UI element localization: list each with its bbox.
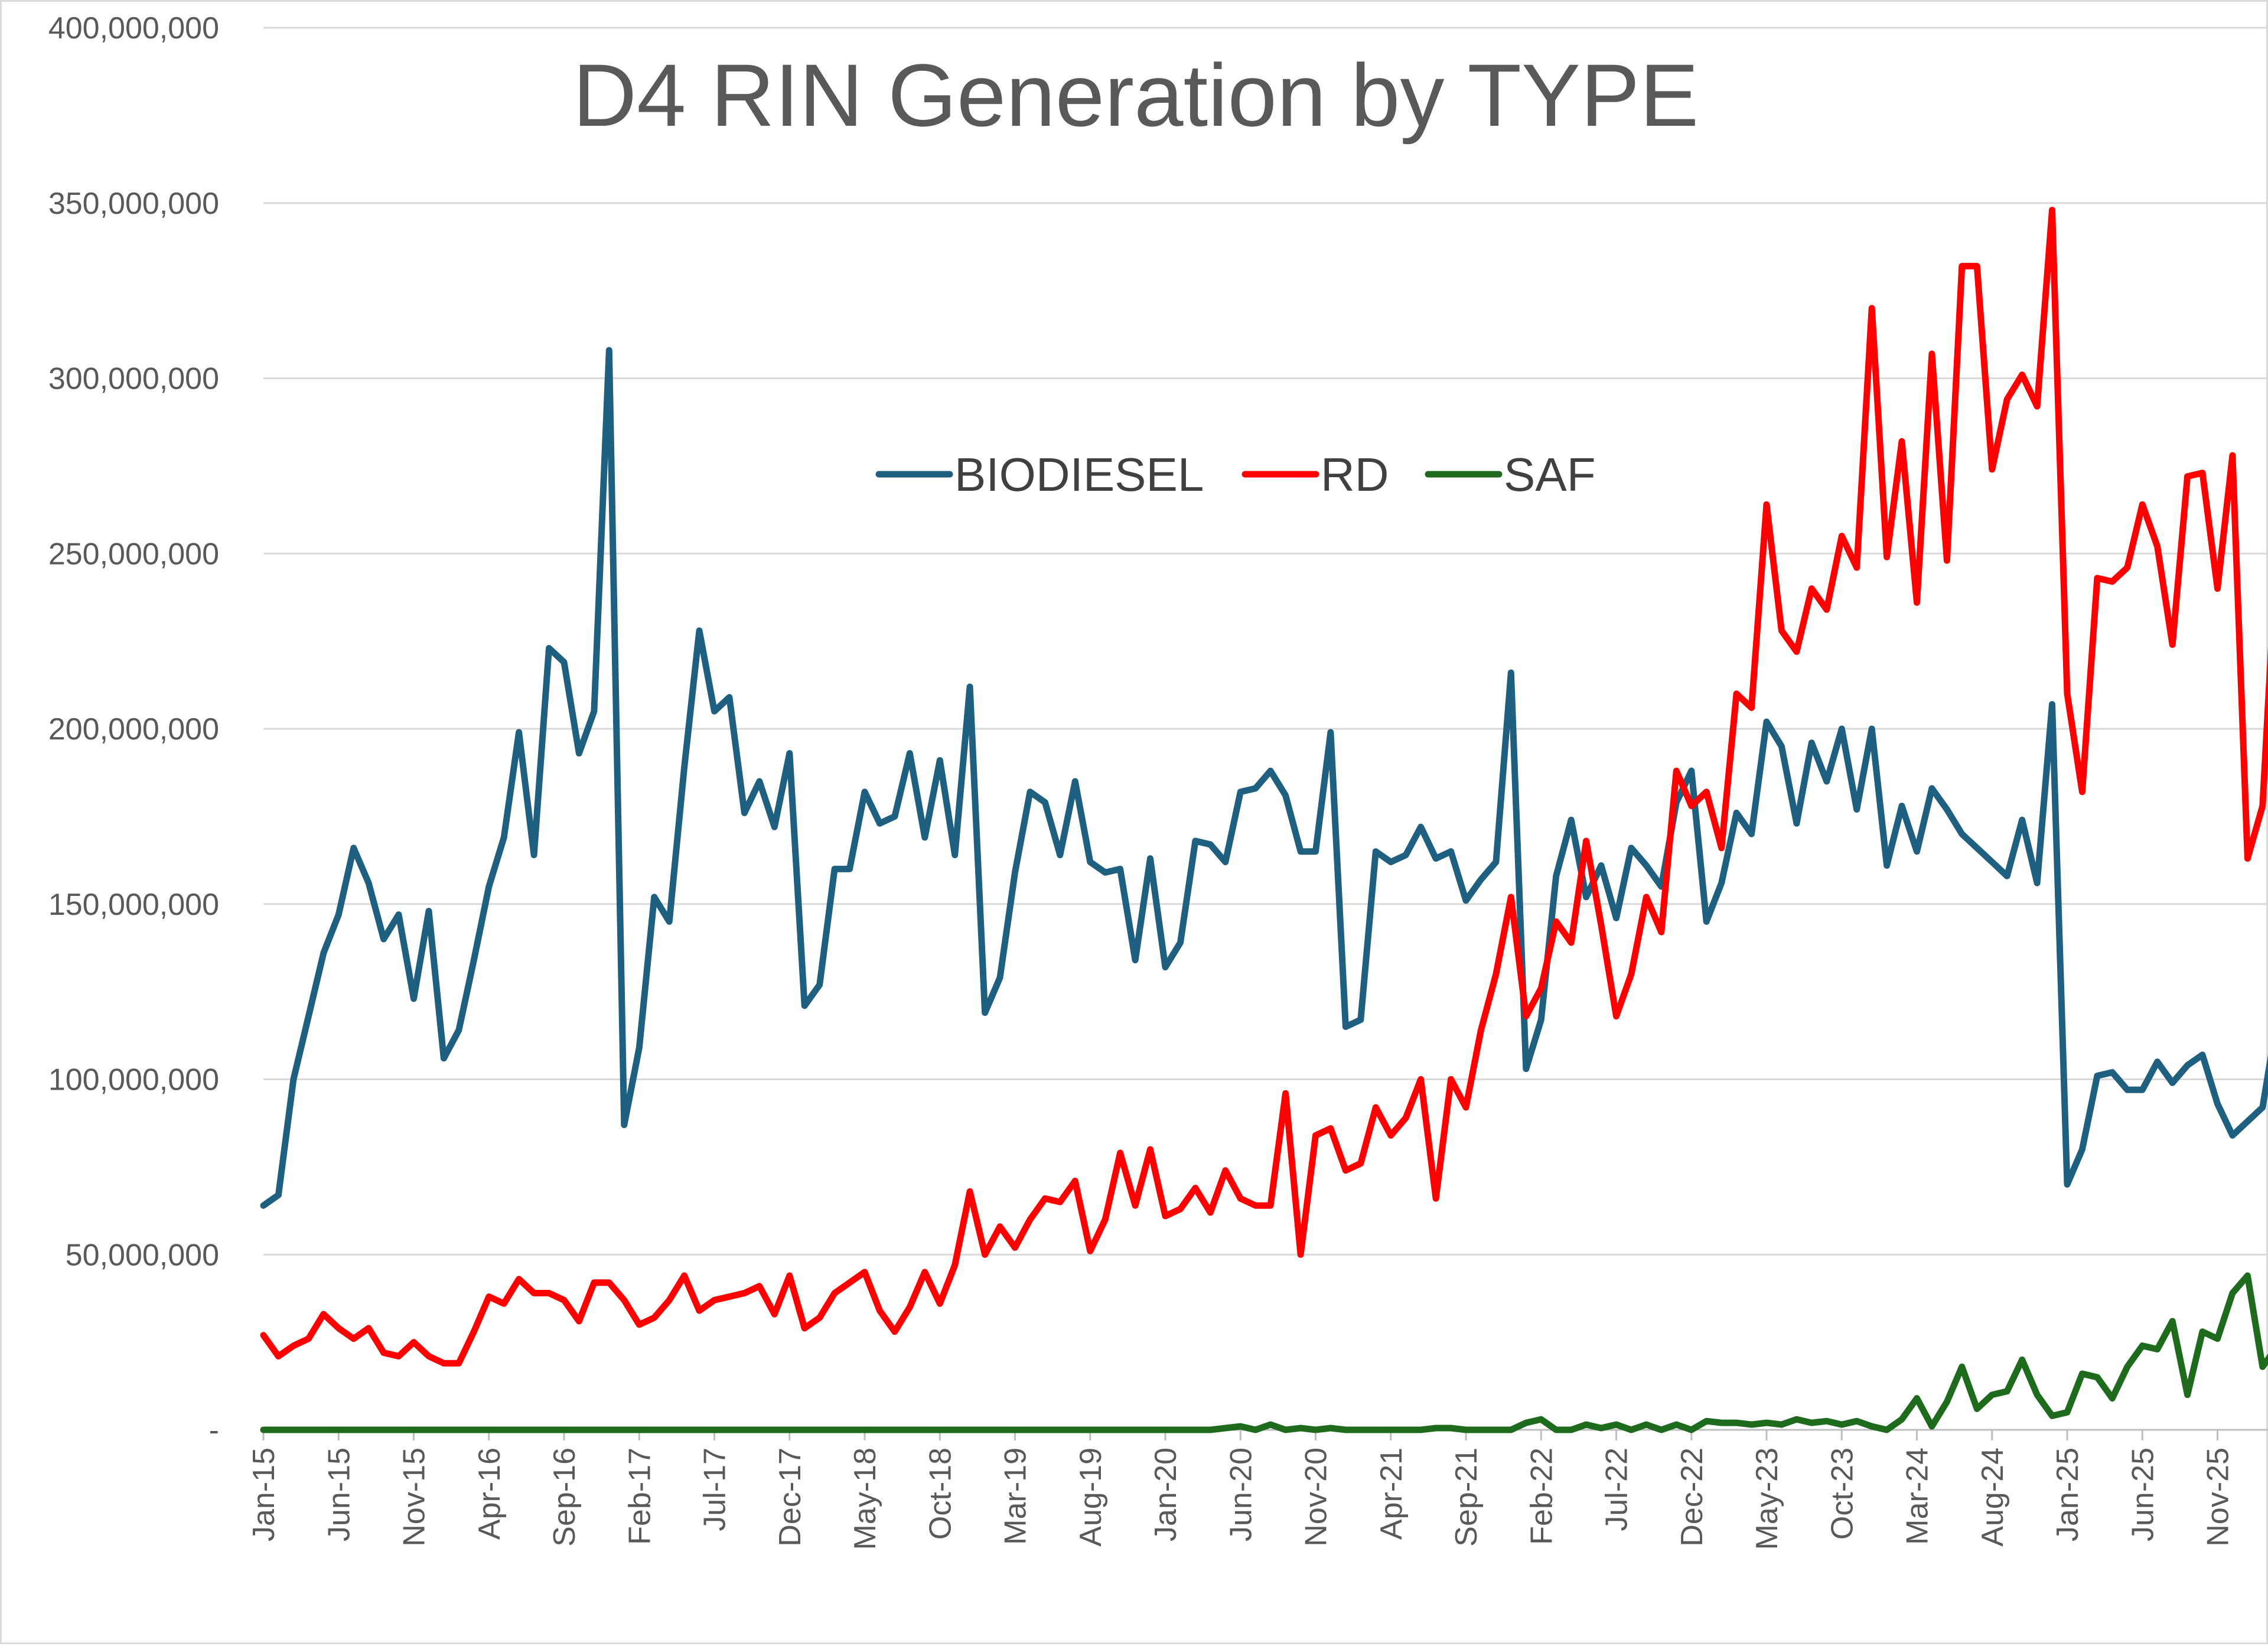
x-tick-label: Apr-16 — [472, 1448, 507, 1540]
x-tick-label: Mar-19 — [999, 1448, 1033, 1545]
series-line-saf — [260, 1272, 2268, 1433]
x-tick-label: Mar-24 — [1901, 1448, 1935, 1545]
y-tick-label: 150,000,000 — [48, 888, 219, 922]
x-tick-label: Dec-22 — [1675, 1448, 1709, 1547]
x-tick-label: Jun-15 — [322, 1448, 356, 1541]
x-tick-label: Sep-21 — [1449, 1448, 1484, 1547]
y-tick-label: 250,000,000 — [48, 537, 219, 571]
x-tick-label: Sep-16 — [548, 1448, 582, 1547]
legend-label-rd: RD — [1321, 448, 1389, 501]
series-line-biodiesel — [260, 347, 2268, 1209]
chart-title: D4 RIN Generation by TYPE — [573, 45, 1699, 145]
legend-label-biodiesel: BIODIESEL — [954, 448, 1204, 501]
x-tick-label: Nov-20 — [1299, 1448, 1334, 1547]
y-tick-label: 350,000,000 — [48, 187, 219, 221]
x-tick-label: Jun-25 — [2126, 1448, 2160, 1541]
series-line-rd — [260, 207, 2268, 1367]
x-tick-label: Oct-18 — [923, 1448, 957, 1540]
y-axis-tick-labels: - 50,000,000 100,000,000 150,000,000 200,000… — [48, 11, 219, 1448]
y-tick-label: 100,000,000 — [48, 1063, 219, 1097]
x-tick-label: May-18 — [848, 1448, 882, 1550]
x-tick-label: Jul-17 — [698, 1448, 732, 1531]
legend-label-saf: SAF — [1504, 448, 1596, 501]
x-tick-label: Jan-25 — [2051, 1448, 2085, 1541]
x-tick-label: Jan-15 — [247, 1448, 281, 1541]
x-tick-label: Dec-17 — [773, 1448, 807, 1547]
series-lines — [260, 207, 2268, 1433]
x-tick-label: Nov-25 — [2201, 1448, 2236, 1547]
x-tick-label: Feb-22 — [1524, 1448, 1559, 1545]
x-tick-label: Feb-17 — [623, 1448, 657, 1545]
y-tick-label: 50,000,000 — [66, 1238, 219, 1272]
x-tick-label: Nov-15 — [397, 1448, 432, 1547]
x-tick-label: Oct-23 — [1825, 1448, 1859, 1540]
x-tick-label: May-23 — [1750, 1448, 1784, 1550]
gridlines — [263, 27, 2268, 1256]
x-tick-label: Aug-24 — [1976, 1448, 2010, 1547]
y-tick-label: 400,000,000 — [48, 11, 219, 45]
y-tick-label: 200,000,000 — [48, 712, 219, 747]
x-axis-tick-labels: Jan-15 Jun-15 Nov-15 Apr-16 Sep-16 Feb-17 Jul-… — [247, 1448, 2236, 1550]
x-tick-label: Aug-19 — [1074, 1448, 1108, 1547]
x-tick-label: Apr-21 — [1374, 1448, 1409, 1540]
x-tick-label: Jun-20 — [1224, 1448, 1258, 1541]
y-tick-label: - — [209, 1413, 219, 1448]
y-tick-label: 300,000,000 — [48, 362, 219, 396]
x-tick-label: Jan-20 — [1149, 1448, 1183, 1541]
x-tick-label: Jul-22 — [1600, 1448, 1634, 1531]
legend: BIODIESEL RD SAF — [875, 448, 1596, 501]
